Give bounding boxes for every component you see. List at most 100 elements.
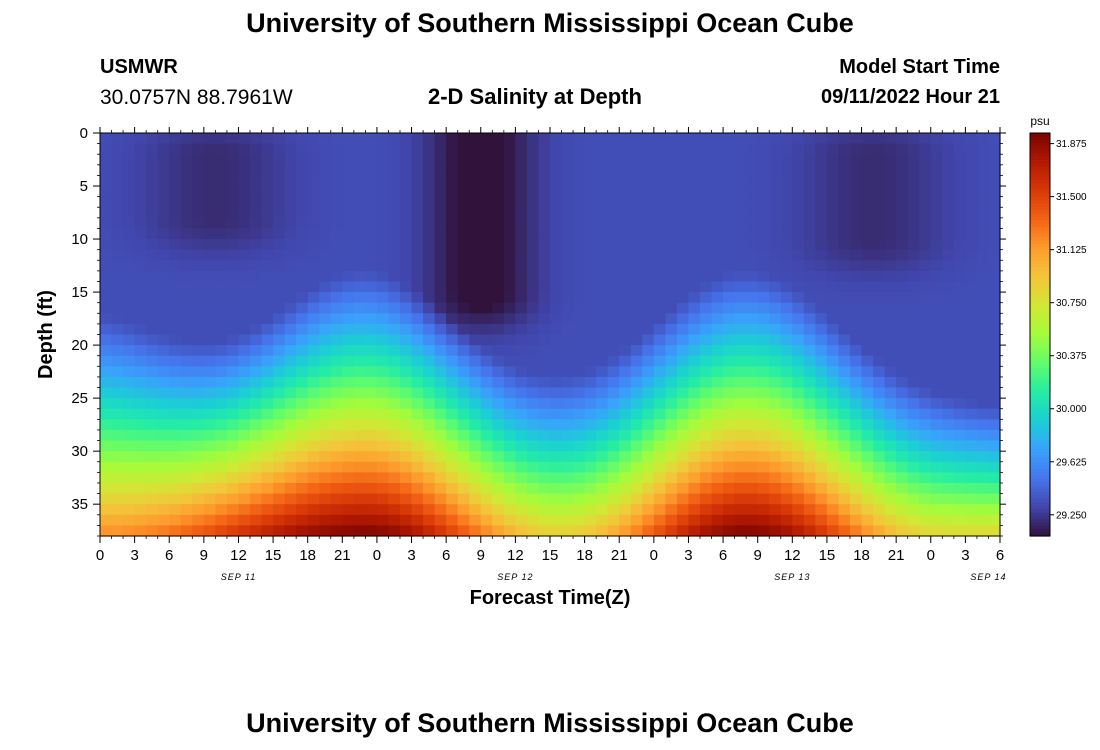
heatmap-cell [111, 472, 124, 484]
heatmap-cell [584, 504, 597, 516]
heatmap-cell [757, 292, 770, 304]
heatmap-cell [838, 164, 851, 177]
heatmap-cell [180, 472, 193, 484]
heatmap-cell [803, 281, 816, 293]
heatmap-cell [630, 461, 643, 473]
heatmap-cell [503, 323, 516, 336]
heatmap-cell [123, 239, 136, 251]
heatmap-cell [573, 143, 586, 155]
heatmap-cell [457, 217, 470, 230]
heatmap-cell [573, 292, 586, 304]
heatmap-cell [238, 186, 251, 198]
heatmap-cell [515, 196, 528, 208]
heatmap-cell [215, 419, 228, 431]
heatmap-cell [550, 525, 563, 537]
heatmap-cell [515, 419, 528, 431]
heatmap-cell [907, 207, 920, 219]
heatmap-cell [515, 461, 528, 473]
heatmap-cell [180, 366, 193, 378]
colorbar-segment [1030, 190, 1050, 195]
heatmap-cell [584, 472, 597, 484]
heatmap-cell [250, 472, 263, 484]
heatmap-cell [561, 239, 574, 251]
heatmap-cell [873, 429, 886, 442]
heatmap-cell [515, 366, 528, 378]
heatmap-cell [942, 186, 955, 198]
heatmap-cell [538, 313, 551, 325]
heatmap-cell [480, 323, 493, 336]
heatmap-cell [134, 525, 147, 537]
heatmap-cell [550, 260, 563, 272]
heatmap-cell [826, 514, 840, 526]
heatmap-cell [330, 345, 343, 357]
heatmap-cell [861, 525, 874, 537]
heatmap-cell [596, 408, 609, 420]
heatmap-cell [203, 143, 216, 155]
heatmap-cell [550, 472, 563, 484]
heatmap-cell [734, 186, 747, 198]
heatmap-cell [596, 239, 609, 251]
heatmap-cell [411, 270, 424, 283]
heatmap-cell [538, 408, 551, 420]
heatmap-cell [388, 451, 401, 463]
heatmap-cell [826, 355, 840, 367]
heatmap-cell [757, 164, 770, 177]
heatmap-cell [180, 376, 193, 389]
heatmap-cell [123, 249, 136, 261]
heatmap-cell [792, 292, 805, 304]
heatmap-cell [411, 143, 424, 155]
heatmap-cell [296, 429, 309, 442]
heatmap-cell [538, 323, 551, 336]
colorbar-segment [1030, 482, 1050, 487]
heatmap-cell [307, 514, 320, 526]
heatmap-cell [180, 398, 193, 410]
heatmap-cell [884, 482, 897, 495]
heatmap-cell [769, 313, 782, 325]
heatmap-cell [100, 260, 113, 272]
heatmap-cell [815, 376, 828, 389]
heatmap-cell [711, 249, 724, 261]
heatmap-cell [376, 525, 390, 537]
heatmap-cell [907, 133, 920, 145]
heatmap-cell [134, 376, 147, 389]
heatmap-cell [596, 429, 609, 442]
heatmap-cell [330, 217, 343, 230]
heatmap-cell [192, 398, 205, 410]
heatmap-cell [273, 292, 286, 304]
heatmap-cell [780, 376, 793, 389]
heatmap-cell [526, 345, 540, 357]
heatmap-cell [365, 239, 378, 251]
heatmap-cell [123, 398, 136, 410]
heatmap-cell [526, 376, 540, 389]
heatmap-cell [526, 514, 540, 526]
heatmap-cell [642, 525, 655, 537]
heatmap-cell [826, 323, 840, 336]
heatmap-cell [630, 482, 643, 495]
heatmap-cell [515, 408, 528, 420]
heatmap-cell [503, 270, 516, 283]
heatmap-cell [400, 292, 413, 304]
heatmap-cell [550, 376, 563, 389]
heatmap-cell [273, 504, 286, 516]
heatmap-cell [273, 429, 286, 442]
heatmap-cell [365, 376, 378, 389]
heatmap-cell [226, 228, 240, 240]
heatmap-cell [492, 472, 505, 484]
heatmap-cell [723, 186, 736, 198]
heatmap-cell [215, 292, 228, 304]
heatmap-cell [653, 217, 666, 230]
heatmap-cell [723, 376, 736, 389]
heatmap-cell [492, 482, 505, 495]
heatmap-cell [953, 143, 966, 155]
heatmap-cell [550, 355, 563, 367]
heatmap-cell [596, 281, 609, 293]
colorbar-segment [1030, 341, 1050, 346]
heatmap-cell [850, 387, 863, 399]
heatmap-cell [780, 323, 793, 336]
heatmap-cell [792, 398, 805, 410]
heatmap-cell [561, 175, 574, 187]
heatmap-cell [376, 281, 390, 293]
heatmap-cell [296, 239, 309, 251]
heatmap-cell [676, 207, 690, 219]
y-tick-label: 35 [71, 496, 88, 513]
